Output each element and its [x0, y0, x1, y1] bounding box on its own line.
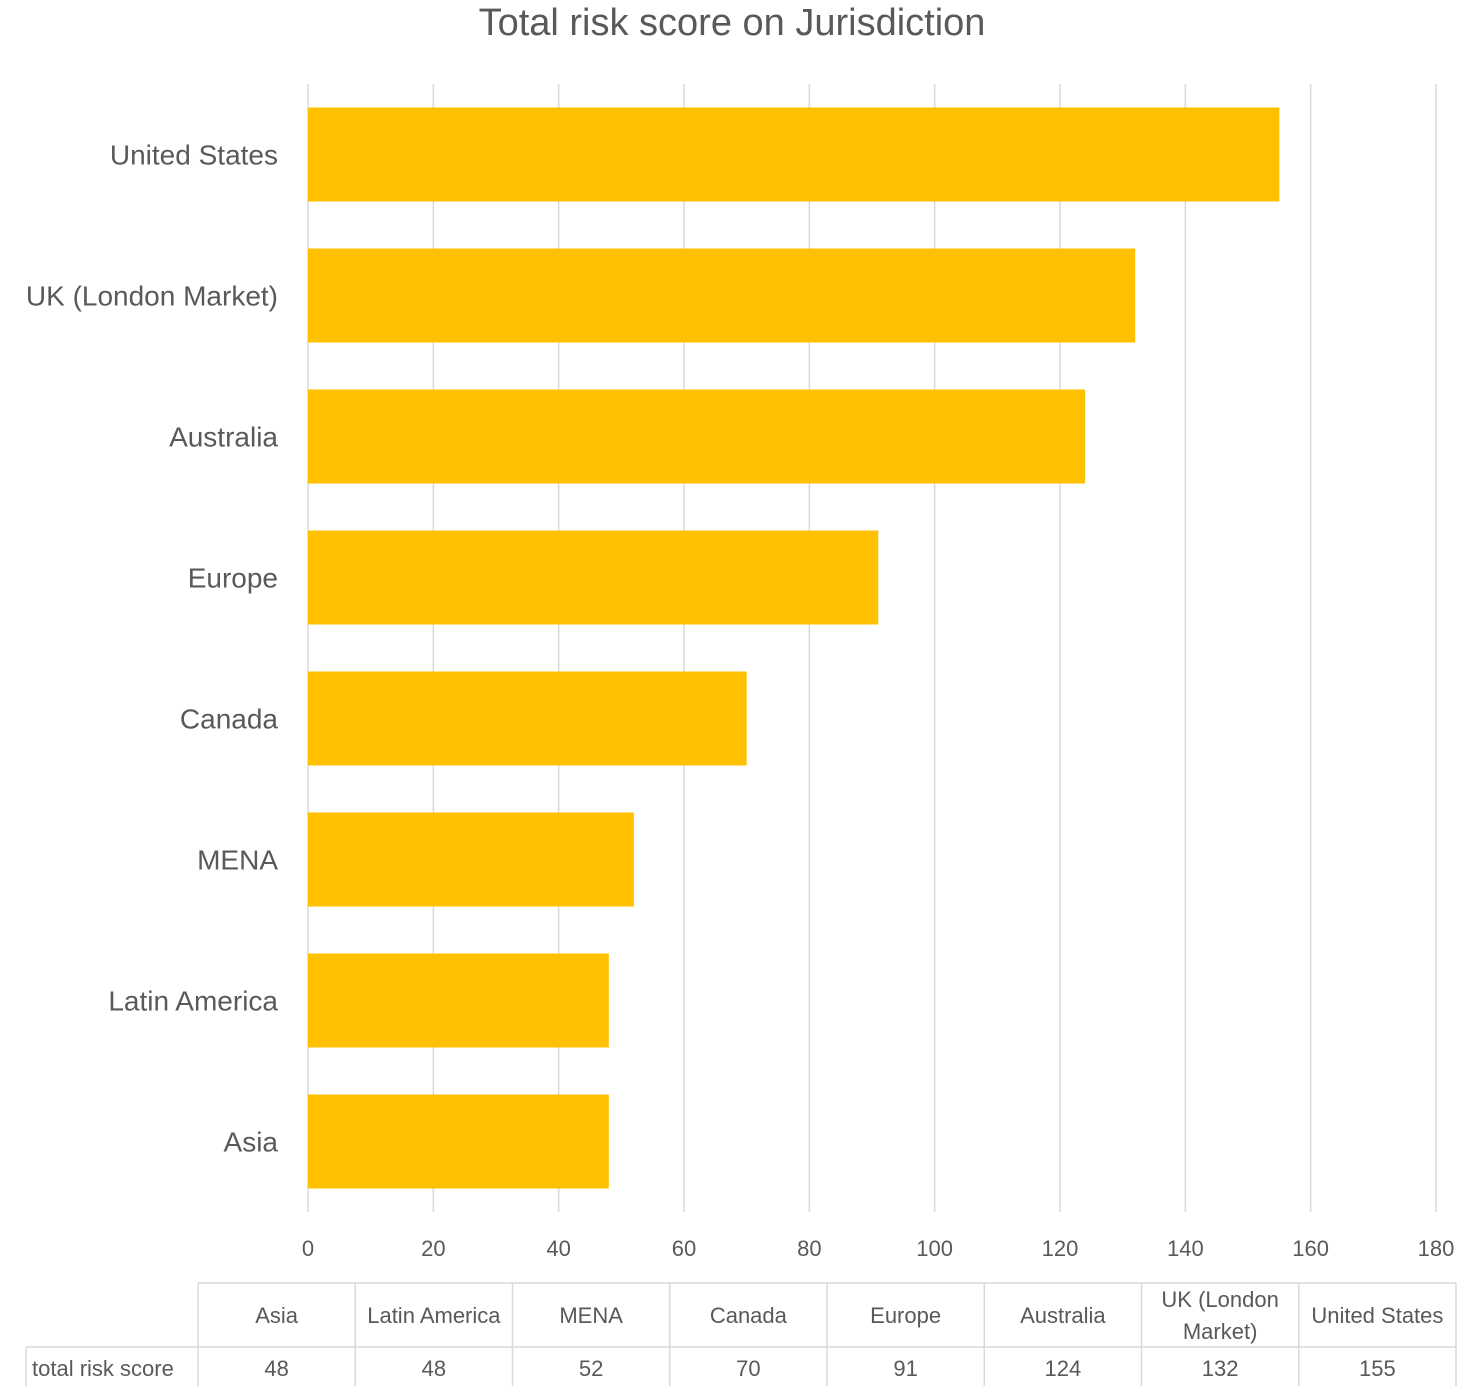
table-header-canada: Canada	[710, 1303, 788, 1328]
bar-mena	[308, 812, 634, 907]
x-tick-20: 20	[421, 1236, 445, 1261]
category-label-australia: Australia	[169, 422, 278, 453]
table-header-asia: Asia	[255, 1303, 299, 1328]
x-tick-0: 0	[302, 1236, 314, 1261]
table-value-united-states: 155	[1359, 1356, 1396, 1381]
table-header-mena: MENA	[559, 1303, 623, 1328]
table-value-asia: 48	[264, 1356, 288, 1381]
bar-latin-america	[308, 953, 609, 1048]
x-tick-100: 100	[916, 1236, 953, 1261]
x-tick-180: 180	[1418, 1236, 1455, 1261]
category-label-uk-london-market: UK (London Market)	[26, 281, 278, 312]
table-header-latin-america: Latin America	[367, 1303, 501, 1328]
x-tick-140: 140	[1167, 1236, 1204, 1261]
x-tick-120: 120	[1042, 1236, 1079, 1261]
table-header-uk-london-market-line-1: UK (London	[1161, 1287, 1278, 1312]
category-label-latin-america: Latin America	[108, 986, 278, 1017]
bar-australia	[308, 389, 1086, 484]
table-header-australia: Australia	[1020, 1303, 1106, 1328]
table-header-united-states: United States	[1311, 1303, 1443, 1328]
category-label-europe: Europe	[188, 563, 278, 594]
bars	[308, 107, 1280, 1189]
table-series-label: total risk score	[32, 1356, 174, 1381]
x-tick-160: 160	[1292, 1236, 1329, 1261]
category-label-canada: Canada	[180, 704, 279, 735]
table-value-canada: 70	[736, 1356, 760, 1381]
bar-canada	[308, 671, 747, 766]
bar-europe	[308, 530, 879, 625]
chart-title: Total risk score on Jurisdiction	[478, 2, 986, 44]
x-tick-60: 60	[672, 1236, 696, 1261]
bar-uk-london-market	[308, 248, 1136, 343]
x-tick-40: 40	[546, 1236, 570, 1261]
data-table: Asia 48 Latin America 48 MENA 52 Canada 70 Europ…	[25, 1282, 1457, 1386]
bar-united-states	[308, 107, 1280, 202]
x-tick-labels: 0 20 40 60 80 100 120 140 160 180	[302, 1236, 1454, 1261]
table-value-australia: 124	[1045, 1356, 1082, 1381]
x-tick-80: 80	[797, 1236, 821, 1261]
table-header-europe: Europe	[870, 1303, 941, 1328]
table-header-uk-london-market-line-2: Market)	[1183, 1319, 1258, 1344]
table-value-uk-london-market: 132	[1202, 1356, 1239, 1381]
category-labels: Asia Latin America MENA Canada Europe Austral…	[26, 140, 279, 1158]
table-value-mena: 52	[579, 1356, 603, 1381]
category-label-mena: MENA	[197, 845, 278, 876]
category-label-united-states: United States	[110, 140, 278, 171]
table-value-latin-america: 48	[422, 1356, 446, 1381]
bar-asia	[308, 1094, 609, 1189]
category-label-asia: Asia	[224, 1127, 279, 1158]
table-value-europe: 91	[893, 1356, 917, 1381]
